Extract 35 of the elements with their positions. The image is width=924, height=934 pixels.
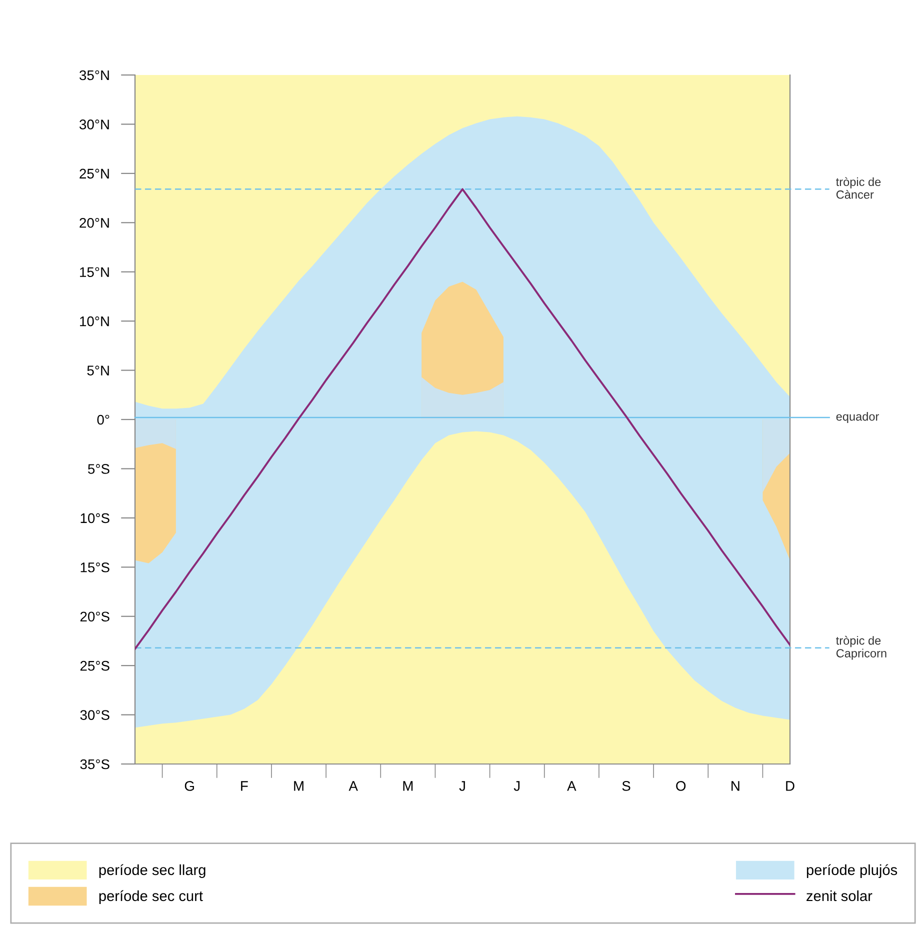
y-tick-label: 15°S: [80, 562, 110, 572]
y-tick-label: 25°S: [80, 660, 110, 671]
y-tick-label: 35°S: [80, 759, 110, 770]
ref-line-label: equador: [836, 412, 879, 424]
x-tick-label: S: [622, 781, 630, 791]
x-tick-label: J: [459, 781, 465, 791]
legend-label: període sec llarg: [99, 864, 206, 878]
x-tick-label: M: [403, 781, 413, 791]
y-tick-label: 0°: [97, 414, 110, 425]
y-tick-label: 15°N: [80, 267, 109, 278]
y-tick-label: 20°S: [80, 612, 110, 622]
y-tick-label: 5°N: [87, 366, 109, 376]
y-tick-label: 5°S: [88, 464, 110, 474]
x-tick-label: M: [294, 781, 304, 791]
y-tick-label: 30°S: [80, 710, 110, 720]
y-tick-label: 20°N: [80, 218, 109, 228]
legend-label: període sec curt: [99, 890, 203, 904]
x-tick-label: A: [348, 781, 358, 791]
ref-line-label: tròpic de Capricorn: [836, 636, 886, 660]
x-tick-label: D: [786, 781, 794, 791]
legend-label: període plujós: [806, 864, 898, 878]
x-tick-label: N: [732, 781, 740, 791]
x-tick-label: A: [567, 781, 576, 791]
y-tick-label: 25°N: [80, 168, 109, 179]
y-tick-label: 10°N: [80, 316, 109, 326]
y-tick-label: 10°S: [80, 513, 110, 524]
legend-label: zenit solar: [806, 890, 872, 902]
y-tick-label: 35°N: [80, 70, 109, 80]
ref-line-label: tròpic de Càncer: [836, 177, 881, 199]
y-tick-label: 30°N: [80, 120, 109, 130]
line-series: [135, 188, 790, 650]
x-tick-label: G: [184, 781, 194, 791]
x-tick-label: J: [514, 781, 520, 791]
x-tick-label: F: [241, 781, 248, 791]
x-tick-label: O: [676, 781, 686, 791]
